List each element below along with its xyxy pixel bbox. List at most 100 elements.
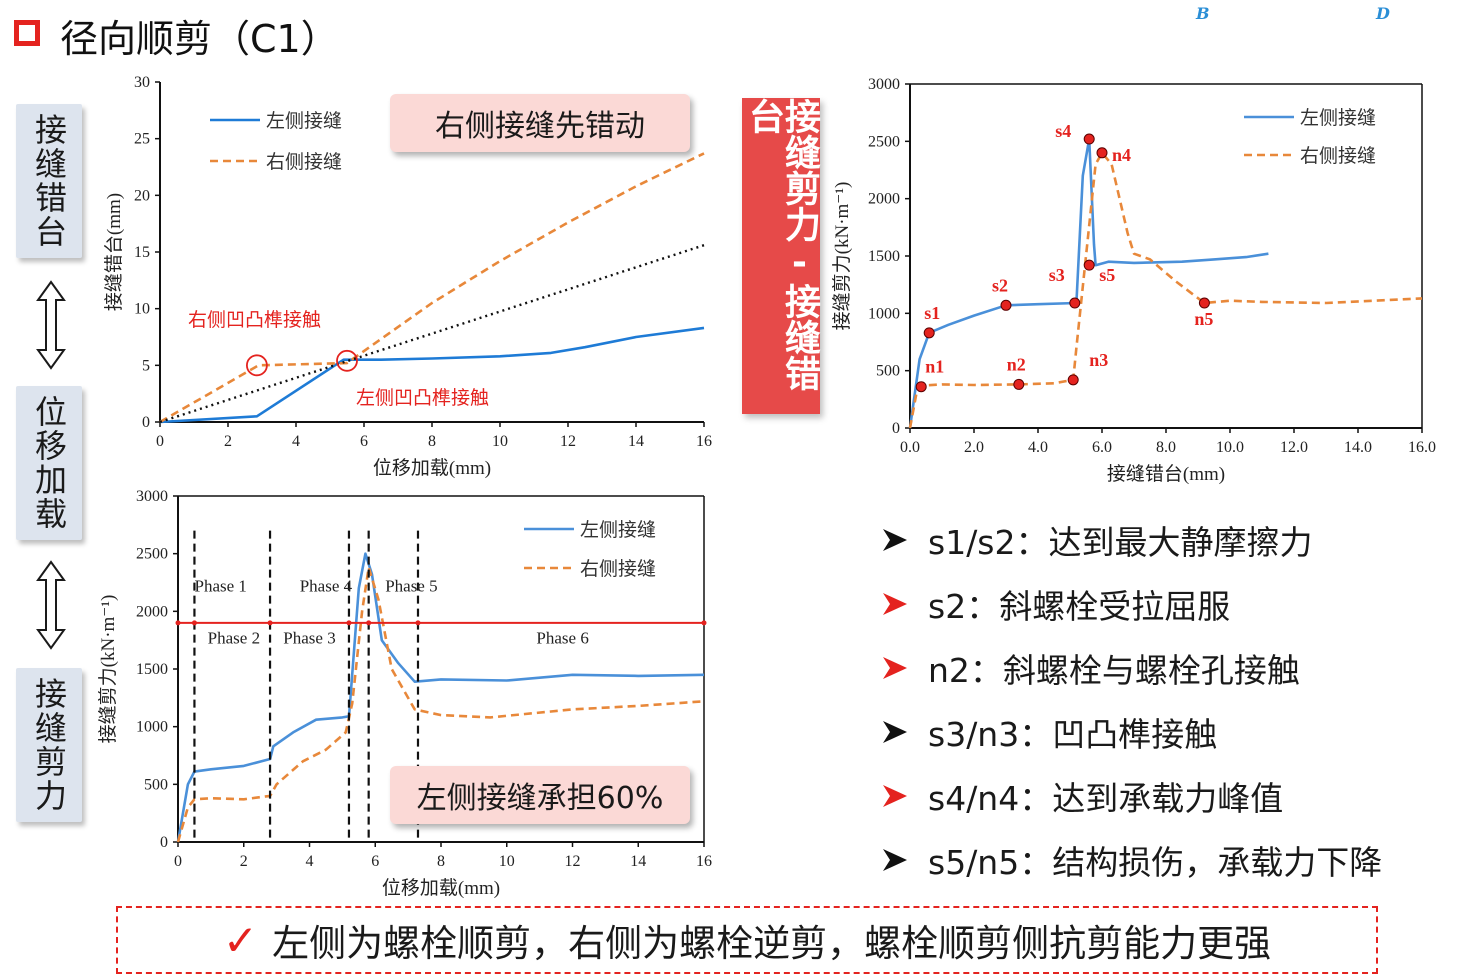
data-point-s1 [923,327,935,339]
chart-shear-vs-loading: 0 2 4 6 8 10 12 14 16 0 500 1000 1500 2000 2500 3000 位移加… [97,488,712,899]
bullet-text: s3/n3：凹凸榫接触 [928,715,1218,754]
conclusion-text: 左侧为螺栓顺剪，右侧为螺栓逆剪，螺栓顺剪侧抗剪能力更强 [272,922,1272,965]
arrowhead-icon [883,529,907,551]
bullet-item: s1/s2：达到最大静摩擦力 [880,516,1313,564]
series-line-1 [176,566,705,843]
phase-label: Phase 5 [385,577,437,596]
y-tick-label: 0 [160,834,168,851]
corner-label-d: D [1376,4,1390,23]
x-tick-label: 0 [156,433,164,450]
series-line-0 [176,552,705,843]
label-displacement-loading: 位移加载 [16,386,82,540]
legend-label: 左侧接缝 [580,519,656,541]
y-tick-label: 2000 [868,191,900,208]
series-line-1 [908,151,1423,429]
data-point-s5 [1083,259,1095,271]
annotation-left-contact: 左侧凹凸榫接触 [356,387,489,409]
y-tick-label: 20 [134,187,150,204]
point-label-s1: s1 [924,303,940,323]
phase-arrow-head [175,620,181,626]
data-point-n1 [915,381,927,393]
chart-shear-vs-dislocation: 0.0 2.0 4.0 6.0 8.0 10.0 12.0 14.0 16.0 0 500 1000 1… [831,76,1436,485]
legend-label: 右侧接缝 [1300,145,1376,167]
x-tick-label: 6 [371,853,379,870]
data-point-n4 [1096,147,1108,159]
y-tick-label: 0 [892,420,900,437]
bullet-item: n2：斜螺栓与螺栓孔接触 [880,644,1300,692]
y-tick-label: 5 [142,357,150,374]
contact-marker [245,354,268,377]
arrowhead-icon [883,721,907,743]
y-axis-label: 接缝剪力(kN·m⁻¹) [97,595,119,744]
bullet-item: s5/n5：结构损伤，承载力下降 [880,836,1382,884]
x-tick-label: 2 [240,853,248,870]
point-label-n1: n1 [925,357,944,377]
bullet-text: s1/s2：达到最大静摩擦力 [928,523,1313,562]
point-label-s3: s3 [1049,265,1065,285]
callout-right-joint-first: 右侧接缝先错动 [390,94,690,152]
x-tick-label: 14 [630,853,646,870]
bullet-text: s4/n4：达到承载力峰值 [928,779,1284,818]
label-joint-dislocation: 接缝错台 [16,104,82,258]
point-label-s2: s2 [992,275,1008,295]
double-arrow-icon [36,280,66,370]
legend-label: 右侧接缝 [266,151,342,173]
x-tick-label: 10 [492,433,508,450]
phase-arrow-head [415,620,421,626]
x-tick-label: 8 [437,853,445,870]
point-label-s4: s4 [1055,121,1071,141]
x-tick-label: 8.0 [1156,439,1176,456]
y-tick-label: 15 [134,244,150,261]
y-tick-label: 2500 [868,133,900,150]
y-tick-label: 500 [144,776,168,793]
x-tick-label: 16 [696,433,712,450]
y-tick-label: 3000 [136,488,168,505]
x-tick-label: 4.0 [1028,439,1048,456]
x-tick-label: 10.0 [1216,439,1244,456]
legend-label: 左侧接缝 [1300,107,1376,129]
label-joint-shear: 接缝剪力 [16,668,82,822]
series-line-0 [159,326,705,424]
x-tick-label: 10 [499,853,515,870]
check-icon: ✓ [222,915,259,965]
phase-label: Phase 4 [300,577,353,596]
data-point-s4 [1083,133,1095,145]
series-line-1 [159,152,705,424]
y-axis-label: 接缝剪力(kN·m⁻¹) [831,182,853,331]
x-tick-label: 14.0 [1344,439,1372,456]
x-tick-label: 12 [560,433,576,450]
title-marker-icon [14,20,40,46]
y-tick-label: 1000 [136,719,168,736]
y-tick-label: 10 [134,301,150,318]
x-tick-label: 16 [696,853,712,870]
callout-left-joint-60: 左侧接缝承担60% [390,766,690,824]
phase-label: Phase 2 [208,629,260,648]
phase-arrow-head [366,620,372,626]
arrowhead-icon [883,849,907,871]
phase-arrow-head [191,620,197,626]
bullet-text: s5/n5：结构损伤，承载力下降 [928,843,1383,882]
x-tick-label: 4 [306,853,314,870]
x-tick-label: 0 [174,853,182,870]
x-tick-label: 4 [292,433,300,450]
phase-label: Phase 6 [536,629,588,648]
y-tick-label: 1500 [136,661,168,678]
bullet-text: s2：斜螺栓受拉屈服 [928,587,1231,626]
phase-label: Phase 3 [283,629,335,648]
y-tick-label: 500 [876,363,900,380]
x-tick-label: 6 [360,433,368,450]
data-point-n5 [1198,297,1210,309]
arrowhead-icon [883,785,907,807]
bullet-item: s2：斜螺栓受拉屈服 [880,580,1230,628]
x-tick-label: 8 [428,433,436,450]
phase-arrow-head [346,620,352,626]
x-axis-label: 位移加载(mm) [382,877,500,899]
annotation-right-contact: 右侧凹凸榫接触 [188,309,321,331]
legend-label: 左侧接缝 [266,110,342,132]
series-line-0 [908,137,1269,429]
slide-title: 径向顺剪（C1） [60,17,339,61]
corner-label-b: B [1196,4,1210,23]
arrowhead-icon [883,593,907,615]
x-tick-label: 0.0 [900,439,920,456]
bullet-item: s3/n3：凹凸榫接触 [880,708,1217,756]
